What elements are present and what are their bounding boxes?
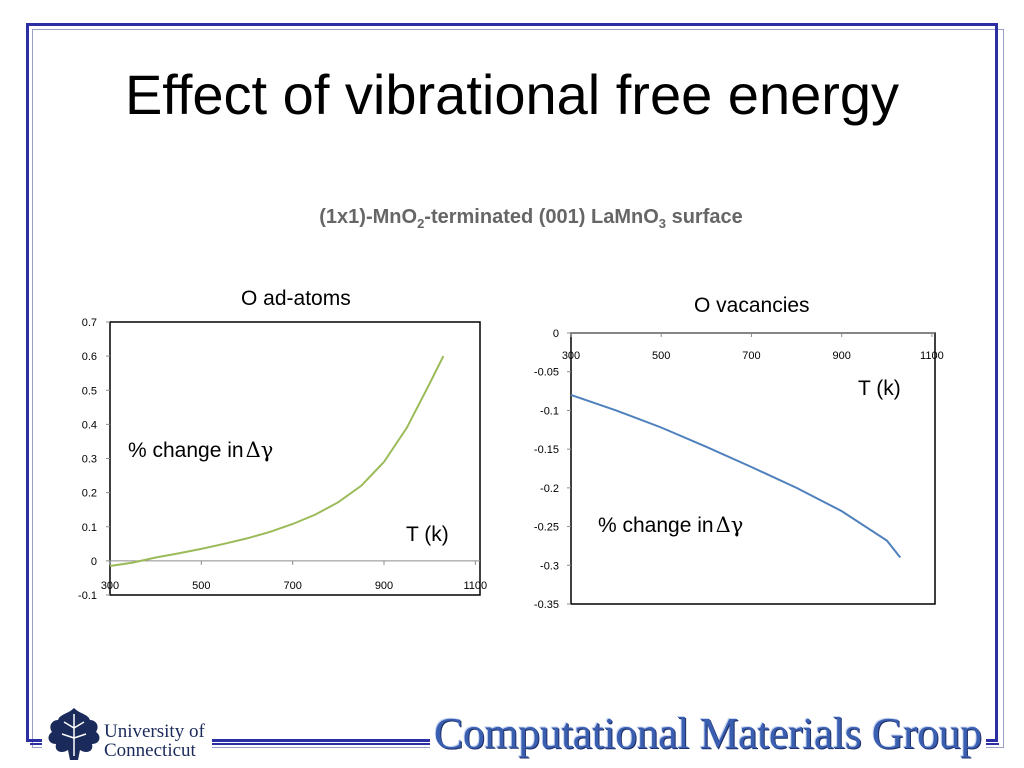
university-logo: University of Connecticut — [42, 706, 212, 764]
right-y-tick-label: -0.2 — [540, 483, 559, 495]
left-series-line — [109, 355, 445, 567]
right-x-tick-label: 700 — [742, 350, 760, 362]
left-y-tick-label: 0 — [91, 556, 97, 568]
left-y-tick-label: 0.2 — [82, 488, 97, 500]
slide-subtitle: (1x1)-MnO2-terminated (001) LaMnO3 surfa… — [319, 206, 743, 231]
right-y-tick-label: -0.35 — [534, 599, 559, 611]
right-y-tick-label: -0.25 — [534, 522, 559, 534]
oak-leaf-icon — [48, 708, 100, 760]
footer-rule-right — [985, 743, 999, 745]
chart-left-title: O ad-atoms — [241, 287, 351, 310]
left-x-tick-label: 300 — [101, 580, 119, 592]
right-y-tick-label: -0.05 — [534, 367, 559, 379]
left-y-tick-label: 0.1 — [82, 522, 97, 534]
university-name-line2: Connecticut — [104, 740, 196, 761]
slide-title: Effect of vibrational free energy — [124, 63, 900, 126]
right-y-tick-label: -0.1 — [540, 405, 559, 417]
left-x-tick-label: 900 — [375, 580, 393, 592]
right-x-tick-label: 500 — [652, 350, 670, 362]
footer-rule-middle — [205, 743, 435, 745]
right-y-tick-label: 0 — [553, 328, 559, 340]
left-y-tick-label: 0.6 — [82, 351, 97, 363]
left-annotation-symbol: Δγ — [246, 438, 274, 462]
left-x-tick-label: 500 — [192, 580, 210, 592]
left-y-tick-label: -0.1 — [78, 590, 97, 602]
left-y-tick-label: 0.7 — [82, 317, 97, 329]
chart-right-title: O vacancies — [694, 294, 810, 317]
university-name-line1: University of — [104, 721, 205, 742]
right-y-tick-label: -0.3 — [540, 560, 559, 572]
left-x-tick-label: 1100 — [464, 580, 488, 592]
left-x-tick-label: 700 — [283, 580, 301, 592]
right-x-tick-label: 1100 — [920, 350, 944, 362]
right-y-tick-label: -0.15 — [534, 444, 559, 456]
right-x-tick-label: 300 — [562, 350, 580, 362]
left-y-tick-label: 0.4 — [82, 419, 97, 431]
group-name: Computational Materials Group — [430, 708, 986, 759]
footer-rule-left — [30, 743, 50, 745]
left-y-tick-label: 0.3 — [82, 454, 97, 466]
left-y-tick-label: 0.5 — [82, 385, 97, 397]
left-annotation: % change in — [128, 439, 244, 462]
right-annotation: % change in — [598, 514, 714, 537]
right-annotation-symbol: Δγ — [716, 513, 744, 537]
left-x-axis-label: T (k) — [406, 523, 449, 546]
right-x-tick-label: 900 — [832, 350, 850, 362]
right-series-line — [570, 393, 902, 559]
right-x-axis-label: T (k) — [858, 377, 901, 400]
